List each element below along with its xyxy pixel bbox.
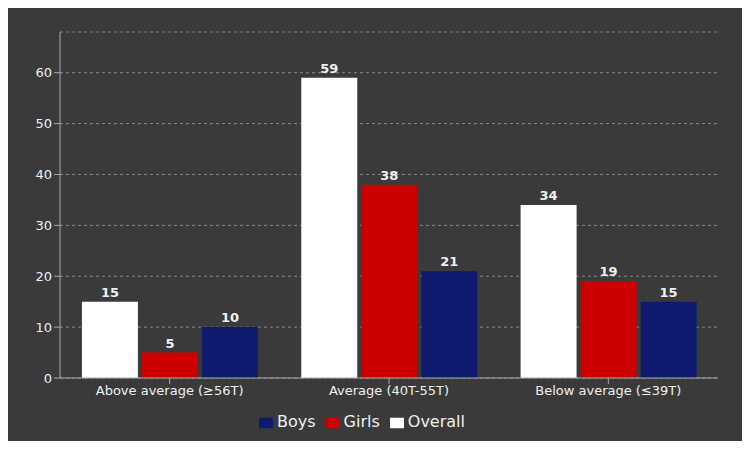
svg-text:0: 0 xyxy=(44,371,52,386)
svg-text:40: 40 xyxy=(35,167,52,182)
svg-text:21: 21 xyxy=(440,254,458,269)
svg-text:20: 20 xyxy=(35,269,52,284)
svg-text:34: 34 xyxy=(540,188,558,203)
svg-text:60: 60 xyxy=(35,65,52,80)
html-text:Boys: Boys xyxy=(277,412,316,431)
svg-text:10: 10 xyxy=(221,310,239,325)
svg-text:Below average (≤39T): Below average (≤39T) xyxy=(535,383,681,398)
svg-text:19: 19 xyxy=(600,264,618,279)
svg-text:30: 30 xyxy=(35,218,52,233)
svg-text:50: 50 xyxy=(35,116,52,131)
svg-text:5: 5 xyxy=(165,336,174,351)
svg-text:Above average (≥56T): Above average (≥56T) xyxy=(96,383,244,398)
svg-text:38: 38 xyxy=(380,168,398,183)
svg-text:Average (40T-55T): Average (40T-55T) xyxy=(329,383,449,398)
html-text:Girls: Girls xyxy=(343,412,380,431)
html-text:Overall: Overall xyxy=(407,412,465,431)
svg-text:15: 15 xyxy=(101,285,119,300)
svg-text:10: 10 xyxy=(35,320,52,335)
svg-text:59: 59 xyxy=(320,61,338,76)
svg-text:15: 15 xyxy=(660,285,678,300)
